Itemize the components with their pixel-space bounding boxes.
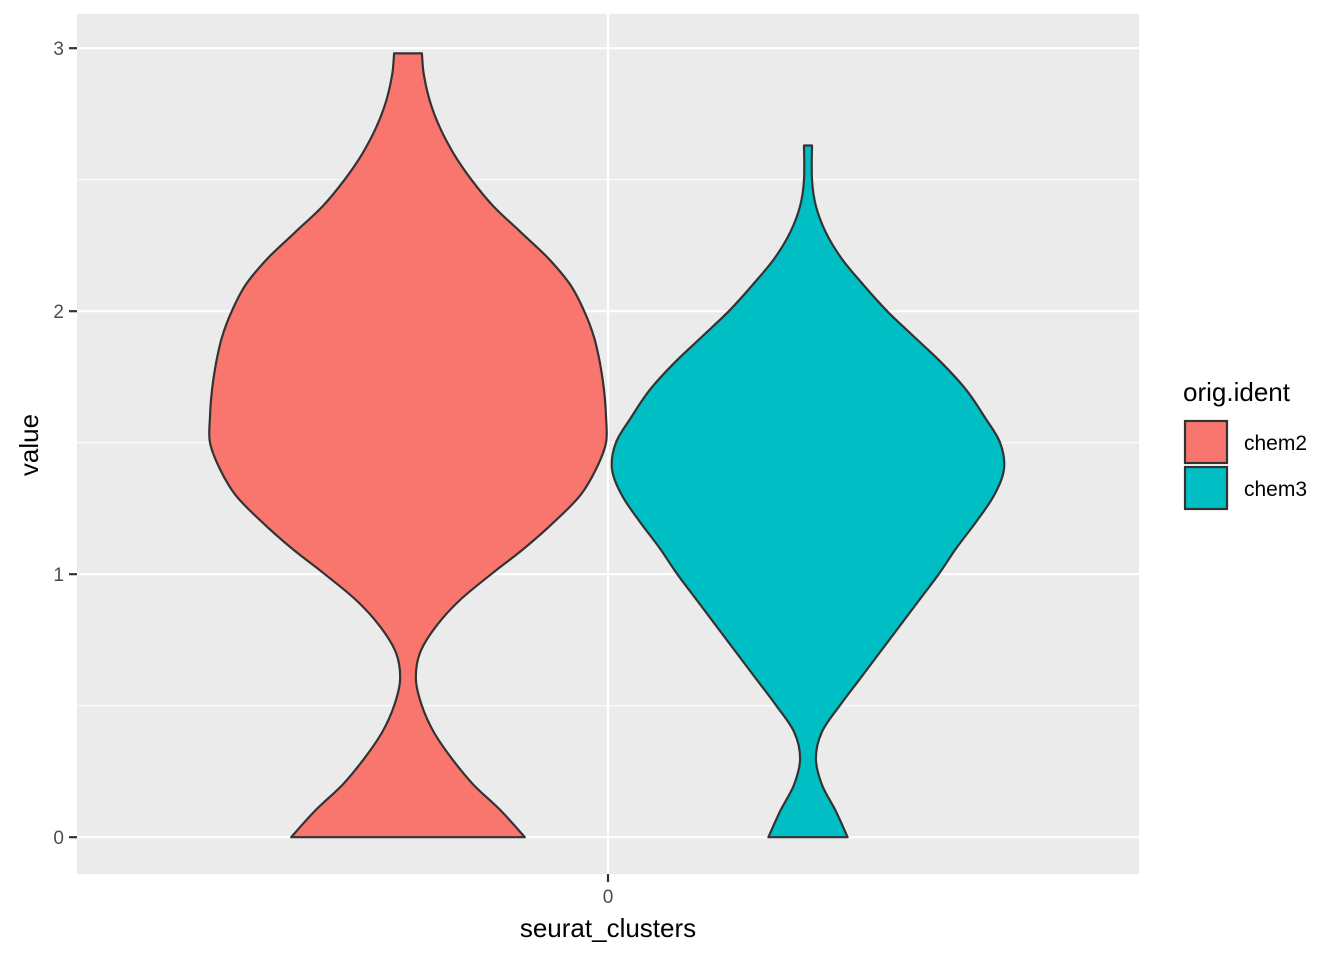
legend-label-chem2: chem2 [1244, 432, 1307, 455]
x-tick-label: 0 [603, 887, 614, 908]
y-tick-label: 2 [53, 302, 64, 323]
legend-key-chem2 [1183, 419, 1229, 465]
y-tick-label: 0 [53, 828, 64, 849]
legend: orig.ident chem2 chem3 [1183, 377, 1307, 511]
axes: 0 1 2 3 0 [53, 39, 613, 908]
violin-chem3 [610, 144, 1006, 839]
legend-key-chem3 [1183, 465, 1229, 511]
y-tick-label: 3 [53, 39, 64, 60]
legend-label-chem3: chem3 [1244, 478, 1307, 501]
violin-chem2 [208, 52, 608, 839]
y-tick-label: 1 [53, 565, 64, 586]
x-axis-title: seurat_clusters [520, 913, 696, 943]
y-axis-title: value [14, 414, 44, 476]
violins [208, 52, 1006, 839]
legend-title: orig.ident [1183, 377, 1291, 407]
